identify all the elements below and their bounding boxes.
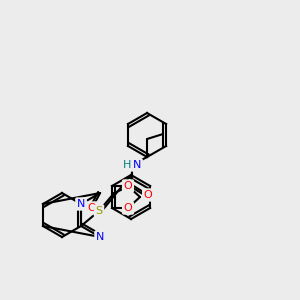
Text: O: O: [144, 190, 152, 200]
Text: O: O: [88, 203, 97, 213]
Text: O: O: [124, 203, 132, 213]
Text: H: H: [123, 160, 131, 170]
Text: N: N: [133, 160, 141, 170]
Text: S: S: [95, 206, 103, 216]
Text: N: N: [96, 232, 104, 242]
Text: O: O: [124, 181, 132, 191]
Text: N: N: [77, 199, 85, 209]
